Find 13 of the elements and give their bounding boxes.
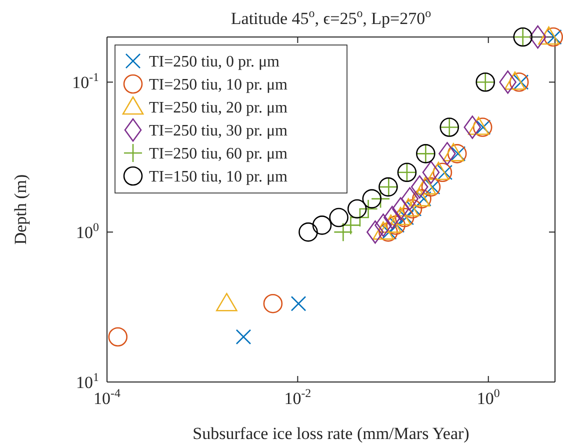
y-tick-label: 10$^{0}$ [76,220,100,242]
legend-label: TI=150 tiu, 10 pr. μm [149,168,288,186]
x-tick-label: 10$^{0}$ [476,386,500,408]
legend-label: TI=250 tiu, 30 pr. μm [149,122,288,140]
x-axis-title: Subsurface ice loss rate (mm/Mars Year) [192,424,470,443]
legend-label: TI=250 tiu, 20 pr. μm [149,100,288,117]
legend-label: TI=250 tiu, 0 pr. μm [149,54,280,71]
chart-title: Latitude 45$^{o}$, ϵ=25$^{o}$, Lp=270$^{o}$ [230,6,432,28]
x-tick-label: 10$^{-2}$ [284,386,312,408]
legend-label: TI=250 tiu, 10 pr. μm [149,76,288,94]
y-tick-label: 10$^{-1}$ [72,70,100,92]
y-axis-title: Depth (m) [11,174,30,245]
legend-label: TI=250 tiu, 60 pr. μm [149,146,288,163]
